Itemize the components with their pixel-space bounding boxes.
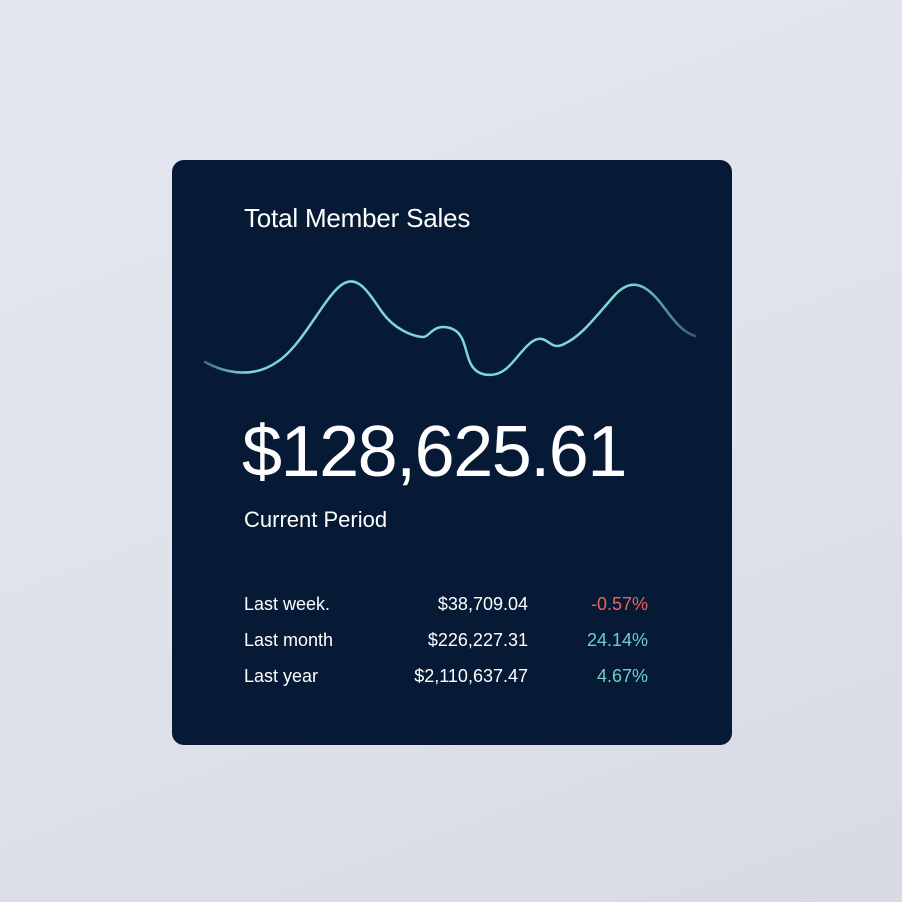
card-title: Total Member Sales	[244, 203, 471, 233]
row-value: $38,709.04	[437, 594, 528, 614]
row-label: Last week.	[244, 594, 331, 614]
row-value: $2,110,637.47	[414, 666, 528, 686]
current-period-label: Current Period	[244, 507, 388, 532]
row-change-positive: 4.67%	[596, 666, 648, 686]
sales-sparkline	[203, 280, 697, 377]
sales-card: Total Member Sales $128,625.61 Current P…	[172, 160, 732, 745]
row-label: Last month	[244, 630, 334, 650]
comparison-row-last-month: Last month $226,227.31 24.14%	[244, 630, 648, 666]
comparison-table: Last week. $38,709.04 -0.57% Last month …	[244, 594, 648, 702]
row-label: Last year	[244, 666, 319, 686]
comparison-row-last-year: Last year $2,110,637.47 4.67%	[244, 666, 648, 702]
sparkline-path	[203, 280, 697, 377]
row-change-positive: 24.14%	[586, 630, 648, 650]
current-period-value: $128,625.61	[242, 412, 627, 492]
comparison-row-last-week: Last week. $38,709.04 -0.57%	[244, 594, 648, 630]
row-value: $226,227.31	[427, 630, 528, 650]
row-change-negative: -0.57%	[590, 594, 648, 614]
